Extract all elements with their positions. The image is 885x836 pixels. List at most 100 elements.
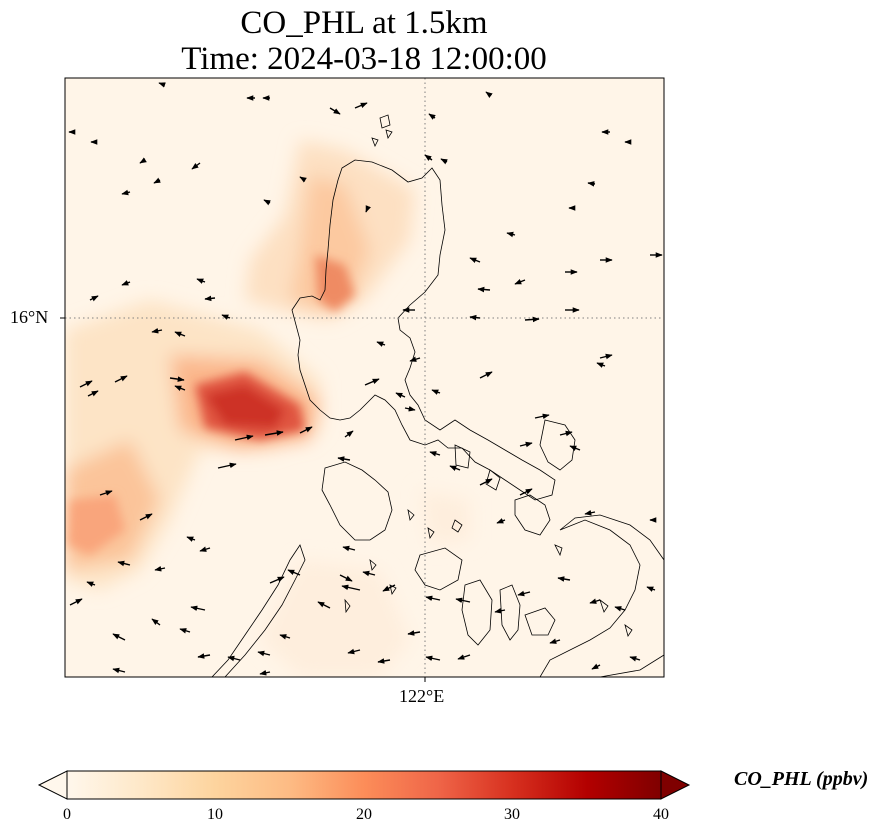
- wind-vectors: [68, 82, 663, 676]
- wind-arrow: [559, 430, 573, 437]
- mindoro-coast: [321, 461, 393, 541]
- wind-arrow: [190, 605, 206, 612]
- wind-arrow: [428, 113, 436, 120]
- wind-arrow: [407, 630, 421, 636]
- wind-arrow: [344, 430, 354, 438]
- wind-arrow: [259, 670, 271, 676]
- wind-arrow: [457, 654, 471, 660]
- wind-arrow: [431, 389, 441, 395]
- wind-arrow: [264, 430, 284, 436]
- wind-arrow: [179, 628, 191, 634]
- wind-arrow: [506, 231, 516, 238]
- wind-arrow: [524, 316, 540, 323]
- wind-arrow: [429, 451, 441, 457]
- plot-title-line2: Time: 2024-03-18 12:00:00: [181, 41, 547, 77]
- wind-arrow: [449, 465, 461, 471]
- wind-arrow: [376, 341, 386, 347]
- wind-arrow: [317, 601, 331, 609]
- wind-arrow: [599, 353, 613, 360]
- co-field: [65, 78, 664, 677]
- wind-arrow: [139, 513, 153, 521]
- wind-arrow: [514, 279, 526, 285]
- wind-arrow: [347, 648, 361, 655]
- wind-arrow: [112, 633, 126, 641]
- wind-arrow: [425, 595, 441, 602]
- wind-arrow: [362, 570, 376, 577]
- wind-arrow: [69, 598, 83, 606]
- wind-arrow: [299, 426, 313, 434]
- wind-arrow: [440, 158, 448, 165]
- wind-arrow: [519, 441, 533, 448]
- wind-arrow: [299, 176, 307, 183]
- coastlines: [211, 114, 664, 677]
- wind-arrow: [217, 462, 237, 469]
- wind-arrow: [479, 478, 493, 486]
- wind-arrow: [364, 378, 380, 386]
- wind-arrow: [496, 518, 506, 524]
- samar-coast: [539, 419, 576, 471]
- wind-arrow: [614, 606, 626, 612]
- wind-arrow: [153, 177, 161, 184]
- wind-arrow: [89, 295, 99, 302]
- wind-arrow: [154, 566, 166, 572]
- wind-arrow: [204, 295, 216, 302]
- wind-arrow: [117, 560, 131, 567]
- wind-arrow: [646, 586, 656, 592]
- mindanao-coast: [539, 514, 664, 677]
- wind-arrow: [339, 574, 353, 582]
- wind-arrow: [629, 656, 641, 662]
- colorbar-tick-30: 30: [504, 806, 520, 823]
- lat-tick-label: 16°N: [10, 307, 49, 327]
- panay-coast: [414, 547, 463, 591]
- wind-arrow: [455, 597, 471, 604]
- wind-arrow: [342, 545, 356, 552]
- wind-arrow: [469, 314, 481, 321]
- wind-arrow: [121, 280, 131, 286]
- wind-arrow: [341, 584, 361, 591]
- colorbar-tick-40: 40: [653, 806, 669, 823]
- wind-arrow: [79, 380, 93, 388]
- map-frame: [64, 77, 665, 678]
- wind-arrow: [337, 456, 351, 462]
- cebu-coast: [499, 584, 521, 641]
- luzon-coast: [291, 159, 556, 501]
- wind-arrow: [477, 286, 491, 293]
- wind-arrow: [404, 406, 416, 412]
- bohol-coast: [524, 607, 556, 636]
- wind-arrow: [121, 189, 131, 196]
- wind-arrow: [196, 278, 206, 284]
- wind-arrow: [263, 199, 271, 206]
- wind-arrow: [382, 584, 396, 592]
- colorbar-tick-20: 20: [356, 806, 372, 823]
- wind-arrow: [169, 376, 185, 382]
- wind-arrow: [87, 390, 99, 397]
- wind-arrow: [469, 257, 481, 263]
- wind-arrow: [139, 157, 147, 164]
- wind-arrow: [596, 362, 606, 368]
- wind-arrow: [329, 107, 341, 115]
- negros-coast: [461, 579, 493, 646]
- colorbar: [37, 770, 691, 800]
- leyte-coast: [514, 494, 551, 536]
- colorbar-gradient: [66, 770, 662, 800]
- wind-arrow: [279, 634, 291, 640]
- wind-arrow: [519, 488, 533, 496]
- colorbar-label: CO_PHL (ppbv): [734, 768, 869, 790]
- wind-arrow: [584, 510, 596, 516]
- wind-arrow: [199, 546, 211, 552]
- wind-arrow: [517, 590, 531, 597]
- wind-arrow: [591, 663, 601, 670]
- wind-arrow: [257, 650, 271, 657]
- wind-arrow: [287, 569, 301, 576]
- wind-arrow: [494, 608, 506, 614]
- wind-arrow: [425, 655, 441, 662]
- colorbar-max-extend: [660, 770, 691, 800]
- wind-arrow: [221, 314, 231, 320]
- wind-arrow: [186, 536, 196, 542]
- wind-arrow: [197, 653, 211, 659]
- small-islands: [344, 508, 633, 637]
- wind-arrow: [269, 576, 285, 584]
- wind-arrow: [395, 392, 406, 399]
- wind-arrow: [86, 581, 96, 587]
